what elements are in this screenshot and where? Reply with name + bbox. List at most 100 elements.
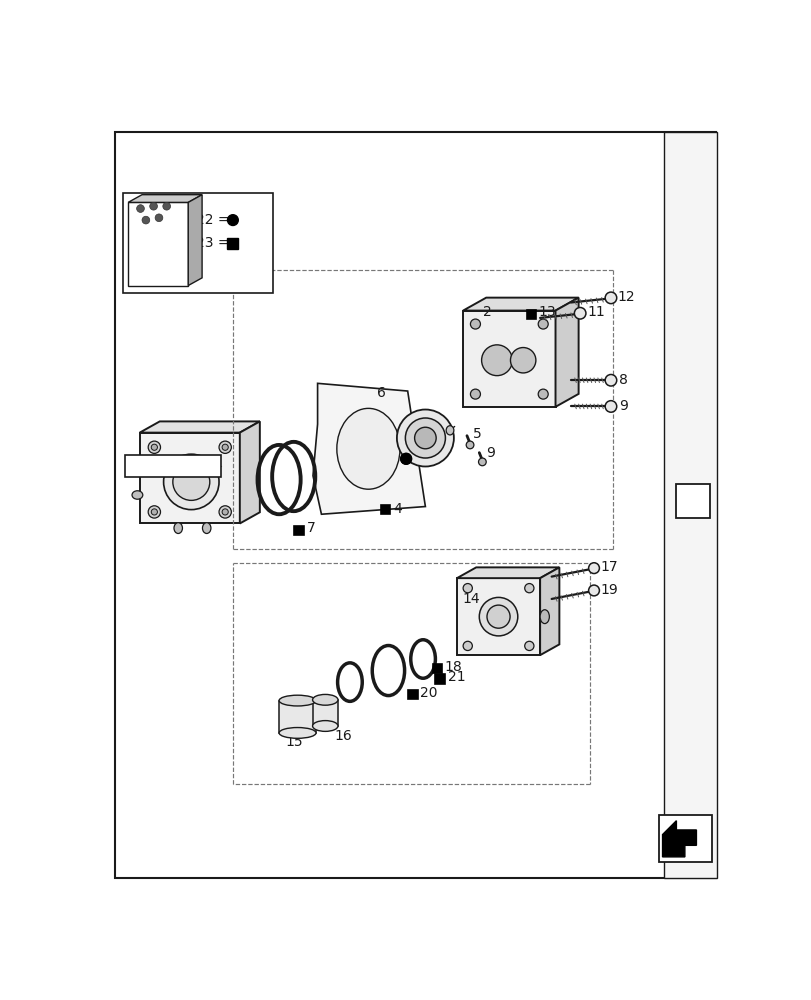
Ellipse shape <box>163 454 219 510</box>
Text: 7: 7 <box>307 521 315 535</box>
Bar <box>122 193 272 293</box>
Text: 10: 10 <box>428 423 445 437</box>
Text: 6: 6 <box>376 386 385 400</box>
Polygon shape <box>555 298 578 407</box>
Bar <box>435 674 444 684</box>
Ellipse shape <box>539 610 549 624</box>
Polygon shape <box>539 567 559 655</box>
Ellipse shape <box>487 605 509 628</box>
Text: 23 =: 23 = <box>195 236 230 250</box>
Polygon shape <box>139 421 260 433</box>
Ellipse shape <box>445 426 453 435</box>
Text: 2: 2 <box>483 306 491 320</box>
Polygon shape <box>128 195 202 202</box>
Text: 9: 9 <box>618 399 627 413</box>
Ellipse shape <box>173 463 209 500</box>
Ellipse shape <box>132 462 143 471</box>
Bar <box>675 484 709 518</box>
Ellipse shape <box>397 410 453 466</box>
Text: 11: 11 <box>586 306 604 320</box>
Text: 19: 19 <box>599 583 617 597</box>
Circle shape <box>604 401 616 412</box>
Bar <box>125 455 221 477</box>
Bar <box>526 310 535 319</box>
Circle shape <box>163 202 170 210</box>
Ellipse shape <box>405 418 445 458</box>
Text: 4: 4 <box>393 502 401 516</box>
Text: 35.106.010: 35.106.010 <box>137 459 208 472</box>
Circle shape <box>136 205 144 212</box>
Text: 3: 3 <box>413 450 421 464</box>
Bar <box>432 664 442 673</box>
Text: 8: 8 <box>618 373 627 387</box>
Text: 22 =: 22 = <box>195 213 230 227</box>
Circle shape <box>466 441 474 449</box>
Text: 5: 5 <box>473 427 481 441</box>
Bar <box>380 505 389 514</box>
Text: 15: 15 <box>285 735 303 749</box>
Circle shape <box>227 215 238 225</box>
Text: 9: 9 <box>486 446 495 460</box>
Text: KIT: KIT <box>133 257 152 267</box>
Ellipse shape <box>414 427 436 449</box>
Circle shape <box>573 307 586 319</box>
Circle shape <box>524 584 534 593</box>
Polygon shape <box>662 821 696 857</box>
Text: 18: 18 <box>444 660 461 674</box>
Ellipse shape <box>312 694 337 705</box>
Ellipse shape <box>279 728 315 738</box>
Bar <box>294 526 303 535</box>
Circle shape <box>470 319 480 329</box>
Bar <box>663 132 716 878</box>
Ellipse shape <box>279 695 315 706</box>
Text: 13: 13 <box>538 306 556 320</box>
Circle shape <box>151 444 157 450</box>
Polygon shape <box>128 202 188 286</box>
Text: 17: 17 <box>599 560 617 574</box>
Text: 1: 1 <box>685 492 698 510</box>
Circle shape <box>462 641 472 651</box>
Polygon shape <box>312 383 425 514</box>
Circle shape <box>151 509 157 515</box>
Circle shape <box>142 216 149 224</box>
Text: 21: 21 <box>447 670 465 684</box>
Text: 14: 14 <box>461 592 479 606</box>
Circle shape <box>155 214 163 222</box>
Circle shape <box>604 374 616 386</box>
Text: 12: 12 <box>617 290 635 304</box>
Bar <box>659 815 711 862</box>
Circle shape <box>538 389 547 399</box>
Ellipse shape <box>202 523 211 533</box>
Bar <box>408 690 417 699</box>
Circle shape <box>219 506 231 518</box>
Ellipse shape <box>132 491 143 499</box>
Text: KIT: KIT <box>153 257 174 267</box>
Circle shape <box>604 292 616 304</box>
Text: 20: 20 <box>419 686 437 700</box>
Circle shape <box>219 441 231 453</box>
Circle shape <box>588 585 599 596</box>
Polygon shape <box>188 195 202 286</box>
Ellipse shape <box>510 348 535 373</box>
Text: 16: 16 <box>334 729 352 743</box>
Ellipse shape <box>312 721 337 731</box>
Ellipse shape <box>478 597 517 636</box>
Ellipse shape <box>481 345 512 376</box>
Polygon shape <box>457 578 539 655</box>
Bar <box>227 238 238 249</box>
Circle shape <box>538 319 547 329</box>
Circle shape <box>148 506 161 518</box>
Circle shape <box>401 453 411 464</box>
Polygon shape <box>462 311 555 407</box>
Circle shape <box>470 389 480 399</box>
Circle shape <box>401 453 411 464</box>
Circle shape <box>524 641 534 651</box>
Circle shape <box>588 563 599 574</box>
Polygon shape <box>139 433 239 523</box>
Circle shape <box>222 509 228 515</box>
Polygon shape <box>279 701 315 733</box>
Polygon shape <box>312 700 337 726</box>
Ellipse shape <box>337 408 400 489</box>
Circle shape <box>222 444 228 450</box>
Circle shape <box>149 202 157 210</box>
